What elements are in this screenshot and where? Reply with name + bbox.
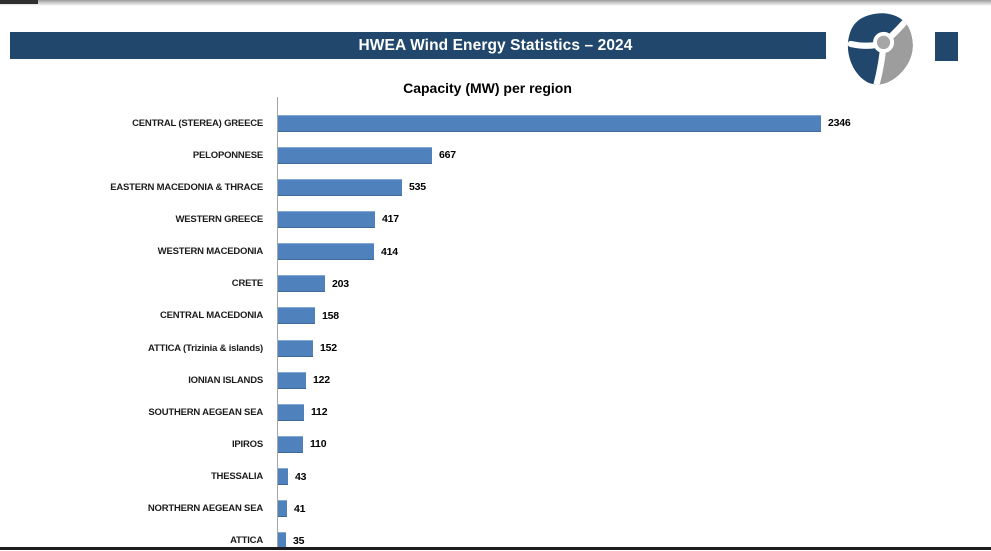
category-label: IPIROS bbox=[231, 438, 263, 450]
bar-track: 417 bbox=[278, 210, 399, 228]
bar bbox=[278, 307, 315, 325]
category-label: EASTERN MACEDONIA & THRACE bbox=[110, 181, 263, 193]
bar-track: 158 bbox=[278, 307, 339, 325]
value-label: 158 bbox=[322, 309, 339, 322]
value-label: 112 bbox=[311, 406, 328, 419]
category-label: PELOPONNESE bbox=[192, 149, 263, 161]
chart-row: EASTERN MACEDONIA & THRACE 535 bbox=[0, 171, 991, 203]
chart-row: CRETE 203 bbox=[0, 268, 991, 300]
category-label: THESSALIA bbox=[210, 471, 263, 483]
bar bbox=[278, 146, 432, 164]
bar-track: 535 bbox=[278, 178, 426, 196]
bar bbox=[278, 243, 374, 261]
bar bbox=[278, 435, 303, 453]
category-label: IONIAN ISLANDS bbox=[188, 374, 263, 386]
category-label: WESTERN MACEDONIA bbox=[157, 246, 264, 258]
category-label: CRETE bbox=[231, 278, 263, 290]
bar-track: 112 bbox=[278, 403, 328, 421]
bar-track: 110 bbox=[278, 435, 327, 453]
value-label: 414 bbox=[381, 245, 398, 258]
value-label: 2346 bbox=[828, 117, 851, 130]
bar-track: 152 bbox=[278, 339, 337, 357]
value-label: 203 bbox=[332, 277, 349, 290]
value-label: 417 bbox=[382, 213, 399, 226]
bar bbox=[278, 210, 375, 228]
chart-row: CENTRAL (STEREA) GREECE 2346 bbox=[0, 107, 991, 139]
bar bbox=[278, 178, 402, 196]
bar-track: 414 bbox=[278, 243, 398, 261]
category-label: CENTRAL MACEDONIA bbox=[159, 310, 263, 322]
bar-track: 41 bbox=[278, 500, 306, 518]
bar-track: 43 bbox=[278, 468, 307, 486]
bar bbox=[278, 403, 304, 421]
bar bbox=[278, 114, 821, 132]
y-axis-line bbox=[277, 97, 278, 547]
window-top-edge bbox=[0, 0, 991, 6]
chart-row: ATTICA (Trizinia & islands) 152 bbox=[0, 332, 991, 364]
chart-row: SOUTHERN AEGEAN SEA 112 bbox=[0, 396, 991, 428]
value-label: 43 bbox=[295, 470, 307, 483]
category-label: WESTERN GREECE bbox=[175, 213, 264, 225]
value-label: 667 bbox=[439, 149, 456, 162]
chart-row: IONIAN ISLANDS 122 bbox=[0, 364, 991, 396]
window-top-left-notch bbox=[0, 0, 38, 4]
title-banner bbox=[10, 32, 826, 59]
category-label: CENTRAL (STEREA) GREECE bbox=[132, 117, 263, 129]
bar-track: 122 bbox=[278, 371, 330, 389]
report-title: HWEA Wind Energy Statistics – 2024 bbox=[358, 37, 633, 54]
bar-track: 667 bbox=[278, 146, 456, 164]
chart-row: THESSALIA 43 bbox=[0, 461, 991, 493]
decorative-navy-square bbox=[935, 32, 958, 61]
category-label: SOUTHERN AEGEAN SEA bbox=[148, 406, 263, 418]
bar bbox=[278, 500, 287, 518]
category-label: NORTHERN AEGEAN SEA bbox=[147, 503, 263, 515]
category-label: ATTICA (Trizinia & islands) bbox=[148, 342, 263, 354]
value-label: 535 bbox=[409, 181, 426, 194]
category-label: ATTICA bbox=[230, 535, 263, 547]
chart-row: NORTHERN AEGEAN SEA 41 bbox=[0, 493, 991, 525]
chart-title: Capacity (MW) per region bbox=[403, 80, 572, 96]
bar bbox=[278, 275, 325, 293]
value-label: 110 bbox=[310, 438, 327, 451]
bar-track: 203 bbox=[278, 275, 349, 293]
bar bbox=[278, 371, 306, 389]
value-label: 35 bbox=[293, 534, 305, 547]
value-label: 41 bbox=[294, 502, 306, 515]
value-label: 122 bbox=[313, 374, 330, 387]
chart-row: WESTERN GREECE 417 bbox=[0, 203, 991, 235]
bar-chart: CENTRAL (STEREA) GREECE 2346 PELOPONNESE 66… bbox=[0, 107, 991, 551]
chart-row: PELOPONNESE 667 bbox=[0, 139, 991, 171]
value-label: 152 bbox=[320, 342, 337, 355]
window-bottom-edge bbox=[0, 547, 991, 550]
bar bbox=[278, 339, 313, 357]
chart-row: CENTRAL MACEDONIA 158 bbox=[0, 300, 991, 332]
bar bbox=[278, 468, 288, 486]
chart-row: IPIROS 110 bbox=[0, 428, 991, 460]
bar-track: 2346 bbox=[278, 114, 851, 132]
hwea-logo-icon bbox=[847, 13, 913, 85]
chart-row: WESTERN MACEDONIA 414 bbox=[0, 236, 991, 268]
